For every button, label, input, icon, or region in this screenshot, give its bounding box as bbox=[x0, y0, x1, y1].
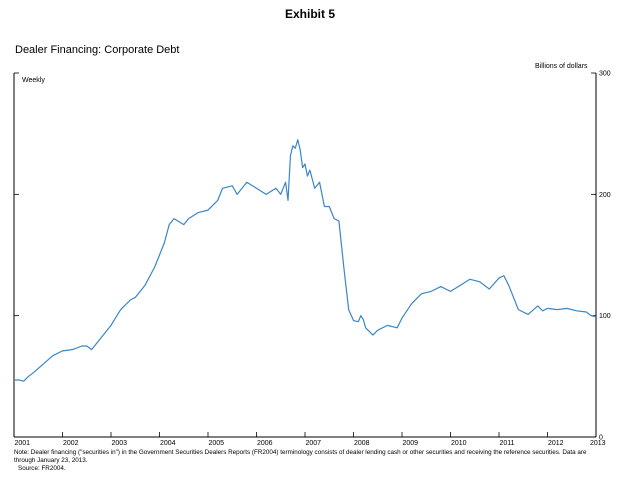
x-tick-label-2011: 2011 bbox=[500, 440, 515, 447]
x-tick-label-2013: 2013 bbox=[590, 440, 606, 447]
x-tick-label-2008: 2008 bbox=[354, 440, 370, 447]
x-tick-label-2010: 2010 bbox=[451, 440, 467, 447]
exhibit-label: Exhibit 5 bbox=[284, 7, 335, 21]
line-chart: 2001 2002 2003 2004 2005 2006 2007 2008 2009 2010… bbox=[13, 71, 611, 447]
x-tick-label-2009: 2009 bbox=[403, 440, 419, 447]
y-tick-label-0: 0 bbox=[599, 435, 603, 442]
x-tick-label-2005: 2005 bbox=[209, 440, 225, 447]
source-text: Source: FR2004. bbox=[18, 465, 66, 472]
plot-frame bbox=[13, 73, 597, 438]
y-axis: 0 100 200 300 bbox=[14, 71, 611, 442]
x-tick-label-2001: 2001 bbox=[15, 440, 31, 447]
x-tick-label-2002: 2002 bbox=[63, 440, 79, 447]
chart-note: Note: Dealer financing ("securities in")… bbox=[14, 449, 609, 473]
note-text: Note: Dealer financing ("securities in")… bbox=[14, 449, 587, 464]
y-tick-label-200: 200 bbox=[599, 192, 611, 199]
x-axis: 2001 2002 2003 2004 2005 2006 2007 2008 2009 2010… bbox=[13, 432, 606, 447]
series-lines bbox=[14, 139, 597, 382]
x-tick-label-2004: 2004 bbox=[160, 440, 176, 447]
y-axis-units-label: Billions of dollars bbox=[535, 63, 588, 70]
x-tick-label-2007: 2007 bbox=[306, 440, 322, 447]
frequency-label: Weekly bbox=[22, 77, 45, 84]
x-tick-label-2006: 2006 bbox=[257, 440, 273, 447]
x-tick-label-2012: 2012 bbox=[548, 440, 564, 447]
chart-title: Dealer Financing: Corporate Debt bbox=[15, 44, 180, 56]
series-line-0 bbox=[14, 139, 597, 382]
y-tick-label-300: 300 bbox=[599, 71, 611, 78]
y-tick-label-100: 100 bbox=[599, 313, 611, 320]
x-tick-label-2003: 2003 bbox=[112, 440, 128, 447]
